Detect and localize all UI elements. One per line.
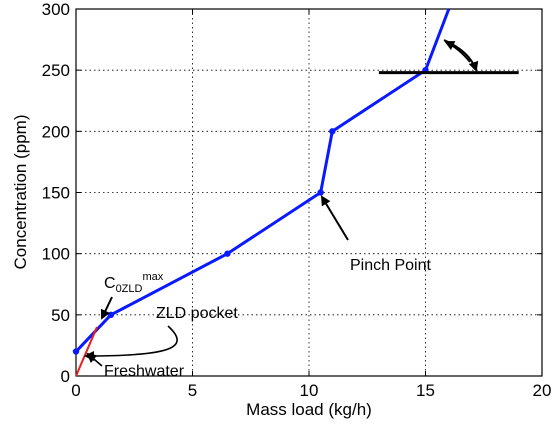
x-tick-label: 0 (71, 381, 80, 400)
data-point (317, 189, 324, 196)
x-tick-label: 5 (188, 381, 197, 400)
grid (76, 9, 542, 376)
pinch-point-label: Pinch Point (350, 257, 431, 274)
data-point (72, 348, 80, 355)
c0zld-arrow (100, 296, 113, 320)
composite-curve-line (74, 8, 451, 353)
x-tick-label: 10 (300, 381, 319, 400)
data-point (329, 128, 336, 135)
angle-arrow-back (444, 41, 471, 63)
y-tick-label: 250 (42, 61, 70, 80)
y-tick-label: 100 (42, 245, 70, 264)
y-tick-label: 150 (42, 184, 70, 203)
data-point (107, 311, 115, 319)
zld-pocket-arrow (84, 325, 178, 361)
y-tick-label: 50 (51, 306, 70, 325)
x-tick-label: 15 (416, 381, 435, 400)
y-ticks: 0 50 100 150 200 250 300 (42, 0, 542, 386)
zld-pocket-label: ZLD pocket (156, 305, 238, 322)
c0zld-max-label: C0ZLDmax (104, 271, 164, 295)
y-tick-label: 200 (42, 122, 70, 141)
y-tick-label: 300 (42, 0, 70, 19)
x-axis-title: Mass load (kg/h) (246, 400, 372, 419)
x-tick-label: 20 (533, 381, 552, 400)
freshwater-label: Freshwater (104, 363, 185, 380)
y-tick-label: 0 (61, 367, 70, 386)
data-point (224, 250, 231, 257)
x-ticks: 0 5 10 15 20 (71, 9, 551, 400)
pinch-arrow (320, 195, 349, 241)
freshwater-arrow (86, 352, 103, 367)
y-axis-title: Concentration (ppm) (11, 115, 30, 270)
